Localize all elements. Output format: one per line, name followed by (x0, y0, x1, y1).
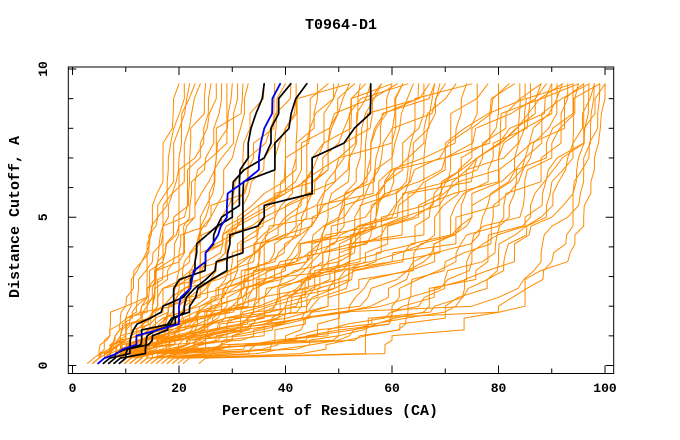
prediction-curves-63 (118, 83, 553, 364)
prediction-curves-45 (134, 83, 489, 364)
prediction-curves-51 (150, 83, 553, 364)
prediction-curves-6 (102, 83, 212, 364)
prediction-curves-25 (129, 83, 382, 364)
y-axis-label: Distance Cutoff, A (7, 136, 24, 298)
y-tick-label: 10 (36, 61, 51, 77)
prediction-curves-68 (198, 83, 606, 364)
prediction-curves (86, 83, 606, 364)
prediction-curves-56 (156, 83, 579, 364)
prediction-curves-7 (97, 83, 217, 364)
prediction-curves-72 (92, 83, 292, 364)
prediction-curves-77 (118, 83, 515, 364)
prediction-curves-48 (134, 83, 521, 364)
prediction-curves-24 (134, 83, 372, 364)
prediction-curves-70 (172, 83, 595, 364)
prediction-curves-49 (145, 83, 531, 364)
reference-curves-3 (118, 82, 372, 365)
prediction-curves-57 (166, 83, 585, 364)
x-tick-label: 0 (69, 381, 77, 396)
reference-curves-1 (107, 82, 292, 365)
prediction-curves-3 (97, 83, 196, 364)
prediction-curves-62 (113, 83, 526, 364)
x-tick-label: 60 (384, 381, 400, 396)
prediction-curves-0 (86, 83, 180, 364)
reference-curves (102, 82, 372, 365)
prediction-curves-1 (92, 83, 185, 364)
y-tick-label: 5 (36, 213, 51, 221)
highlighted-curve-0 (97, 82, 282, 365)
x-tick-label: 100 (593, 381, 617, 396)
prediction-curves-67 (118, 83, 585, 364)
reference-curves-0 (102, 82, 266, 365)
chart-title: T0964-D1 (305, 17, 377, 34)
prediction-curves-59 (172, 83, 595, 364)
prediction-curves-53 (156, 83, 563, 364)
tick-labels-layer: 0 20 40 60 80 100 0 5 10 (36, 61, 617, 396)
y-tick-label: 0 (36, 361, 51, 369)
prediction-curves-69 (182, 83, 601, 364)
x-axis-label: Percent of Residues (CA) (222, 403, 438, 420)
prediction-curves-79 (129, 83, 579, 364)
reference-curves-2 (113, 82, 308, 365)
prediction-curves-61 (177, 83, 606, 364)
prediction-curves-60 (166, 83, 601, 364)
prediction-curves-15 (108, 83, 276, 364)
x-tick-label: 40 (278, 381, 294, 396)
prediction-curves-75 (108, 83, 436, 364)
plot-frame (67, 66, 615, 374)
prediction-curves-50 (140, 83, 542, 364)
x-tick-label: 20 (171, 381, 187, 396)
prediction-curves-30 (150, 83, 436, 364)
prediction-curves-66 (129, 83, 590, 364)
x-tick-label: 80 (491, 381, 507, 396)
prediction-curves-2 (92, 83, 191, 364)
curves-layer (86, 82, 606, 365)
ticks-layer (68, 67, 614, 374)
prediction-curves-58 (161, 83, 590, 364)
prediction-curves-35 (129, 83, 404, 364)
highlighted-curve (97, 82, 282, 365)
